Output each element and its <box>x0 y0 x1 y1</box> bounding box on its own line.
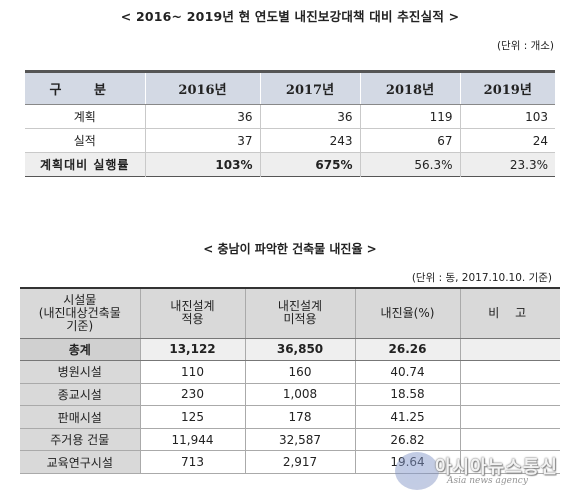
table2-title: < 충남이 파악한 건축물 내진율 > <box>203 242 377 256</box>
table-row: 실적 37 243 67 24 <box>25 128 555 153</box>
table-cell: 110 <box>140 360 246 384</box>
table1-header-category: 구 분 <box>25 71 145 105</box>
table-cell: 36 <box>259 104 360 129</box>
table-row: 계획대비 실행률 103% 675% 56.3% 23.3% <box>25 152 555 177</box>
table1-title: < 2016~ 2019년 현 연도별 내진보강대책 대비 추진실적 > <box>120 9 460 24</box>
table-cell <box>460 383 560 407</box>
table-cell: 230 <box>140 383 246 407</box>
facility-name: 병원시설 <box>20 360 141 384</box>
facility-name: 교육연구시설 <box>20 450 141 475</box>
table-cell: 103 <box>459 104 555 129</box>
table1-header-2017: 2017년 <box>259 71 360 105</box>
table-row: 총계 13,122 36,850 26.26 <box>20 338 560 362</box>
watermark-text: 아시아뉴스통신 <box>435 457 558 478</box>
table1-header-2018: 2018년 <box>359 71 460 105</box>
facility-name: 판매시설 <box>20 405 141 429</box>
table2-header-not-applied: 내진설계 미적용 <box>245 288 356 339</box>
table-cell: 11,944 <box>140 428 246 452</box>
table-cell: 56.3% <box>359 152 460 177</box>
table2-header-applied: 내진설계 적용 <box>140 288 246 339</box>
table2-header-note: 비 고 <box>460 288 560 339</box>
table-cell: 26.26 <box>355 338 461 362</box>
facility-name: 주거용 건물 <box>20 428 141 452</box>
row-label-actual: 실적 <box>25 128 145 153</box>
table-cell: 32,587 <box>245 428 356 452</box>
table-cell: 243 <box>259 128 360 153</box>
table-cell: 37 <box>144 128 260 153</box>
table-cell: 36 <box>144 104 260 129</box>
table-row: 주거용 건물 11,944 32,587 26.82 <box>20 428 560 452</box>
watermark-subtext: Asia news agency <box>447 476 528 486</box>
table-cell <box>460 428 560 452</box>
seismic-rate-table: 시설물 (내진대상건축물 기준) 내진설계 적용 내진설계 미적용 내진율(%)… <box>20 287 560 475</box>
yearly-performance-table: 구 분 2016년 2017년 2018년 2019년 계획 36 36 119… <box>25 70 555 177</box>
table1-header-2016: 2016년 <box>144 71 260 105</box>
watermark-logo: 아시아뉴스통신 Asia news agency <box>395 452 575 492</box>
table-cell: 119 <box>359 104 460 129</box>
table-cell: 13,122 <box>140 338 246 362</box>
table-cell: 26.82 <box>355 428 461 452</box>
table-cell: 23.3% <box>459 152 555 177</box>
facility-name: 총계 <box>20 338 141 362</box>
table-cell: 103% <box>144 152 260 177</box>
row-label-execution-rate: 계획대비 실행률 <box>25 152 145 177</box>
table-cell: 36,850 <box>245 338 356 362</box>
table-row: 판매시설 125 178 41.25 <box>20 405 560 429</box>
table-row: 병원시설 110 160 40.74 <box>20 360 560 384</box>
table2-unit: (단위 : 동, 2017.10.10. 기준) <box>411 272 552 284</box>
table2-header-row: 시설물 (내진대상건축물 기준) 내진설계 적용 내진설계 미적용 내진율(%)… <box>20 288 560 339</box>
table2-header-facility: 시설물 (내진대상건축물 기준) <box>20 288 141 339</box>
table-cell <box>460 338 560 362</box>
table-cell: 24 <box>459 128 555 153</box>
facility-name: 종교시설 <box>20 383 141 407</box>
table-cell <box>460 405 560 429</box>
table-cell: 1,008 <box>245 383 356 407</box>
table-cell: 41.25 <box>355 405 461 429</box>
row-label-plan: 계획 <box>25 104 145 129</box>
globe-icon <box>395 452 439 490</box>
table-row: 계획 36 36 119 103 <box>25 104 555 129</box>
table1-header-2019: 2019년 <box>459 71 555 105</box>
table-cell: 178 <box>245 405 356 429</box>
table1-header-row: 구 분 2016년 2017년 2018년 2019년 <box>25 71 555 105</box>
table-cell: 160 <box>245 360 356 384</box>
table-cell: 18.58 <box>355 383 461 407</box>
table-cell: 713 <box>140 450 246 475</box>
table-cell: 2,917 <box>245 450 356 475</box>
table-cell: 675% <box>259 152 360 177</box>
table2-header-rate: 내진율(%) <box>355 288 461 339</box>
table-cell: 67 <box>359 128 460 153</box>
table1-unit: (단위 : 개소) <box>496 40 554 52</box>
table-cell: 40.74 <box>355 360 461 384</box>
table-row: 종교시설 230 1,008 18.58 <box>20 383 560 407</box>
table-cell <box>460 360 560 384</box>
table-cell <box>460 450 560 475</box>
table-cell: 125 <box>140 405 246 429</box>
